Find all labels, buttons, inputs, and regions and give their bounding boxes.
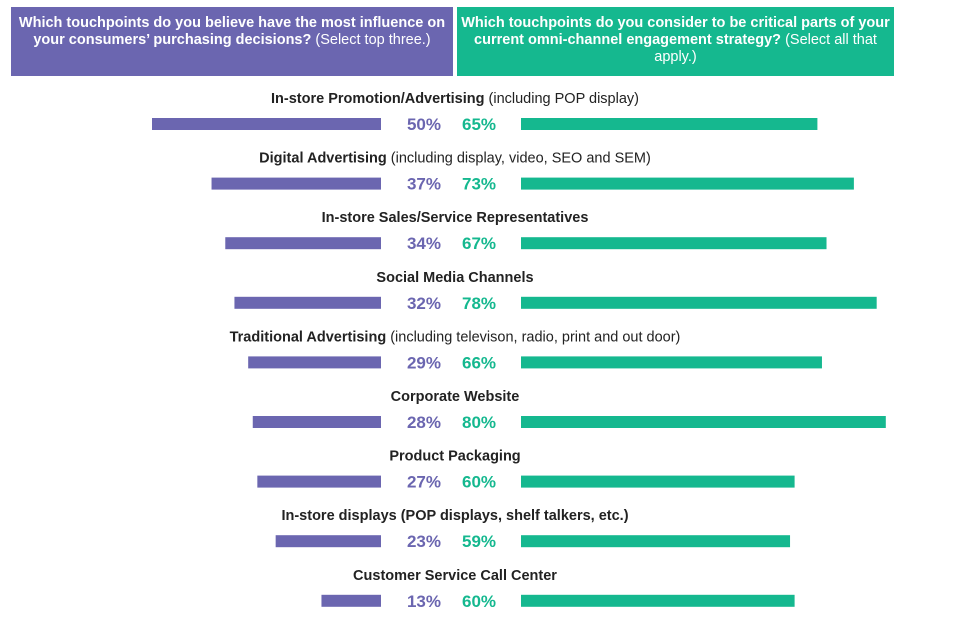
influence-bar	[275, 535, 381, 548]
influence-bar	[248, 356, 381, 369]
right-question-instruction: (Select all that apply.)	[654, 32, 877, 65]
influence-bar	[321, 594, 381, 607]
influence-value-label: 37%	[407, 175, 441, 194]
strategy-bar	[521, 237, 827, 250]
strategy-bar	[521, 356, 822, 369]
strategy-value-label: 66%	[462, 353, 496, 372]
influence-value-label: 27%	[407, 473, 441, 492]
strategy-bar	[521, 475, 795, 488]
strategy-bar	[521, 594, 795, 607]
left-question-text: Which touchpoints do you believe have th…	[18, 15, 446, 48]
category-label: Traditional Advertising (including telev…	[230, 329, 681, 345]
category-label: In-store Sales/Service Representatives	[322, 210, 589, 226]
strategy-bar	[521, 416, 886, 428]
category-label: Digital Advertising (including display, …	[259, 151, 651, 167]
strategy-value-label: 60%	[462, 592, 496, 611]
strategy-bar	[521, 296, 877, 309]
category-label: Social Media Channels	[376, 270, 533, 286]
left-question-instruction: (Select top three.)	[315, 32, 431, 48]
influence-bar	[211, 177, 381, 190]
right-question-header: Which touchpoints do you consider to be …	[457, 7, 894, 76]
influence-value-label: 28%	[407, 413, 441, 432]
category-label: Corporate Website	[391, 389, 520, 405]
influence-bar	[225, 237, 381, 250]
strategy-value-label: 65%	[462, 115, 496, 134]
influence-value-label: 29%	[407, 353, 441, 372]
influence-value-label: 23%	[407, 532, 441, 551]
right-question-text: Which touchpoints do you consider to be …	[461, 15, 890, 48]
influence-bar	[252, 416, 381, 428]
category-label: Product Packaging	[389, 449, 520, 465]
category-label: In-store Promotion/Advertising (includin…	[271, 91, 639, 107]
strategy-bar	[521, 177, 854, 190]
influence-value-label: 32%	[407, 294, 441, 313]
strategy-value-label: 80%	[462, 413, 496, 432]
influence-value-label: 13%	[407, 592, 441, 611]
strategy-bar	[521, 535, 791, 548]
influence-value-label: 50%	[407, 115, 441, 134]
influence-bar	[152, 118, 381, 130]
influence-bar	[234, 296, 381, 309]
strategy-value-label: 73%	[462, 175, 496, 194]
strategy-value-label: 67%	[462, 234, 496, 253]
influence-value-label: 34%	[407, 234, 441, 253]
category-label: In-store displays (POP displays, shelf t…	[281, 508, 628, 524]
strategy-bar	[521, 118, 818, 130]
category-label: Customer Service Call Center	[353, 568, 557, 584]
left-question-header: Which touchpoints do you believe have th…	[11, 7, 453, 76]
strategy-value-label: 78%	[462, 294, 496, 313]
influence-bar	[257, 475, 381, 488]
strategy-value-label: 60%	[462, 473, 496, 492]
strategy-value-label: 59%	[462, 532, 496, 551]
